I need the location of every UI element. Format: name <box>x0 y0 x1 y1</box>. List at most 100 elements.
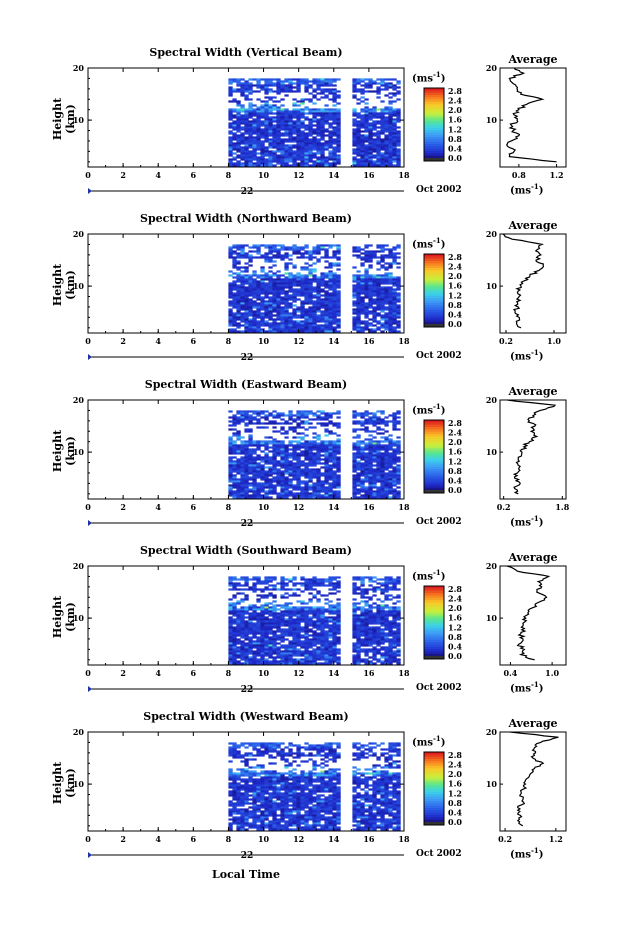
data-cell <box>244 462 249 465</box>
data-cell <box>356 130 361 133</box>
data-cell <box>388 294 393 297</box>
data-cell <box>312 288 317 291</box>
data-cell <box>268 610 273 613</box>
data-cell <box>304 126 309 129</box>
data-cell <box>280 140 285 143</box>
data-cell <box>324 116 329 119</box>
data-cell <box>384 244 389 247</box>
data-cell <box>284 144 289 147</box>
data-cell <box>356 152 361 155</box>
data-cell <box>264 162 269 165</box>
data-cell <box>364 458 369 461</box>
data-cell <box>320 78 325 81</box>
data-cell <box>260 622 265 625</box>
data-cell <box>324 158 329 161</box>
data-cell <box>244 410 249 413</box>
data-cell <box>264 296 269 299</box>
data-cell <box>380 254 385 257</box>
colorbar-band <box>424 120 444 124</box>
data-cell <box>276 286 281 289</box>
data-cell <box>240 246 245 249</box>
colorbar-band <box>424 431 444 435</box>
data-cell <box>232 596 237 599</box>
data-cell <box>336 142 341 145</box>
data-cell <box>268 462 273 465</box>
data-cell <box>232 114 237 117</box>
data-cell <box>368 278 373 281</box>
data-cell <box>268 584 273 587</box>
data-cell <box>292 582 297 585</box>
data-cell <box>332 318 337 321</box>
data-cell <box>308 486 313 489</box>
data-cell <box>316 120 321 123</box>
data-cell <box>336 94 341 97</box>
data-cell <box>248 622 253 625</box>
data-cell <box>380 112 385 115</box>
data-cell <box>232 90 237 93</box>
data-cell <box>308 474 313 477</box>
data-cell <box>244 616 249 619</box>
data-cell <box>328 154 333 157</box>
data-cell <box>228 598 233 601</box>
data-cell <box>384 312 389 315</box>
data-cell <box>256 296 261 299</box>
data-cell <box>304 458 309 461</box>
data-cell <box>368 302 373 305</box>
data-cell <box>316 132 321 135</box>
data-cell <box>240 486 245 489</box>
data-cell <box>288 452 293 455</box>
data-cell <box>328 112 333 115</box>
data-cell <box>328 416 333 419</box>
data-cell <box>232 282 237 285</box>
data-cell <box>356 140 361 143</box>
data-cell <box>260 442 265 445</box>
data-cell <box>228 296 233 299</box>
data-cell <box>240 412 245 415</box>
data-cell <box>320 82 325 85</box>
data-cell <box>240 292 245 295</box>
average-profile-line <box>507 399 557 495</box>
data-cell <box>260 316 265 319</box>
data-cell <box>244 314 249 317</box>
data-cell <box>364 296 369 299</box>
data-cell <box>272 132 277 135</box>
data-cell <box>244 154 249 157</box>
data-cell <box>272 448 277 451</box>
data-cell <box>308 122 313 125</box>
data-cell <box>300 602 305 605</box>
data-cell <box>304 622 309 625</box>
data-cell <box>352 486 357 489</box>
data-cell <box>320 300 325 303</box>
data-cell <box>392 156 397 159</box>
data-cell <box>360 488 365 491</box>
data-cell <box>312 140 317 143</box>
data-cell <box>276 148 281 151</box>
data-cell <box>264 246 269 249</box>
data-cell <box>320 130 325 133</box>
data-cell <box>364 276 369 279</box>
data-cell <box>268 466 273 469</box>
data-cell <box>228 142 233 145</box>
colorbar-band <box>424 130 444 133</box>
data-cell <box>240 440 245 443</box>
data-cell <box>396 310 401 313</box>
data-cell <box>276 288 281 291</box>
data-cell <box>384 436 389 439</box>
data-cell <box>308 98 313 101</box>
data-cell <box>308 110 313 113</box>
data-cell <box>236 100 241 103</box>
data-cell <box>368 466 373 469</box>
data-cell <box>232 136 237 139</box>
data-cell <box>396 468 401 471</box>
data-cell <box>272 296 277 299</box>
data-cell <box>396 138 401 141</box>
data-cell <box>380 310 385 313</box>
data-cell <box>396 276 401 279</box>
data-cell <box>332 312 337 315</box>
data-cell <box>364 460 369 463</box>
data-cell <box>304 250 309 253</box>
data-cell <box>352 482 357 485</box>
data-cell <box>248 258 253 261</box>
data-cell <box>372 606 377 609</box>
data-cell <box>244 268 249 271</box>
